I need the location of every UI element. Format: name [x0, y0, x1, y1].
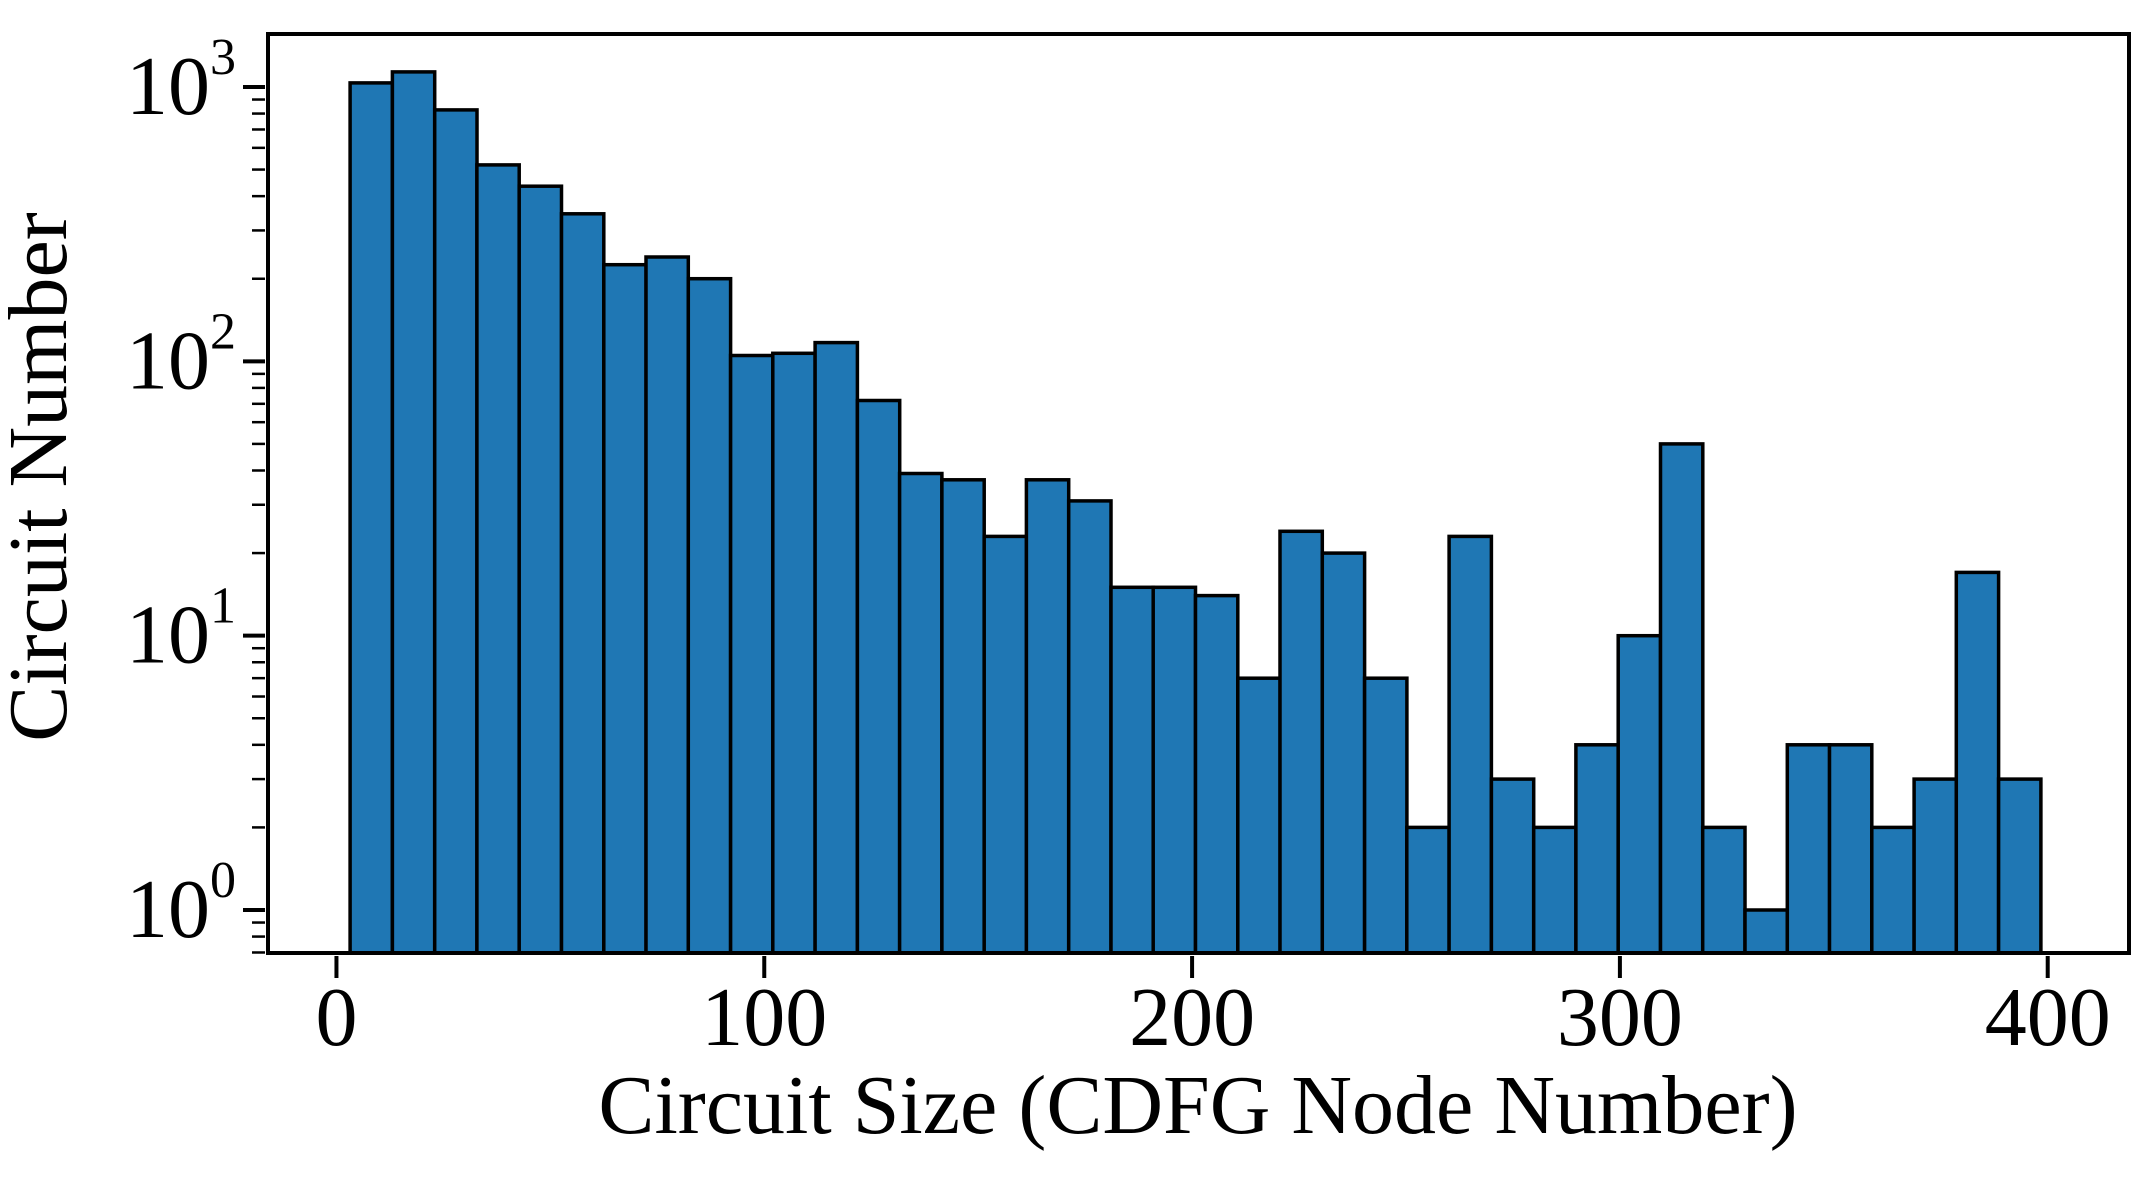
histogram-bar [432, 108, 479, 955]
histogram-bar [1447, 534, 1494, 955]
y-tick-label: 102 [126, 303, 236, 407]
histogram-bar [1954, 570, 2001, 955]
histogram-bar [728, 353, 775, 955]
histogram-bar [813, 340, 860, 955]
histogram-bar [1236, 676, 1282, 955]
plot-border [266, 32, 2131, 955]
x-tick-label: 400 [1985, 971, 2111, 1064]
x-axis-label: Circuit Size (CDFG Node Number) [598, 1059, 1797, 1152]
histogram-bar [1996, 777, 2043, 955]
histogram-bar [940, 478, 986, 955]
histogram-bar [1151, 585, 1198, 955]
histogram-bar [1066, 499, 1113, 955]
histogram-bar [1616, 633, 1663, 955]
histogram-bar [1658, 442, 1705, 955]
y-tick-label: 100 [126, 852, 236, 956]
histogram-bar [1320, 551, 1367, 955]
histogram-bar [1827, 743, 1874, 955]
histogram-bar [1743, 908, 1790, 955]
histogram-bar [1489, 777, 1536, 955]
histogram-bar [1405, 825, 1451, 955]
histogram-bar [855, 398, 902, 955]
histogram-bar [1531, 825, 1578, 955]
histogram-bar [771, 351, 817, 955]
x-tick-label: 200 [1129, 971, 1255, 1064]
histogram-bar [1700, 825, 1747, 955]
histogram-bar [348, 81, 395, 955]
histogram-bar [602, 262, 648, 955]
y-tick-label: 101 [126, 578, 236, 682]
histogram-bar [982, 534, 1029, 955]
x-tick-label: 0 [315, 971, 357, 1064]
histogram-bar [1193, 593, 1240, 955]
histogram-bar [517, 184, 564, 955]
bars-group [348, 70, 2043, 955]
x-tick-label: 300 [1557, 971, 1683, 1064]
y-axis-label: Circuit Number [0, 212, 85, 742]
histogram-bar [559, 212, 606, 955]
histogram-bar [1574, 743, 1620, 955]
x-tick-label: 100 [701, 971, 827, 1064]
histogram-bar [390, 70, 437, 955]
histogram-bar [644, 255, 691, 955]
histogram-bar [1362, 676, 1409, 955]
axes-group: 0 100 200 300 400 100 101 102 103 [126, 29, 2131, 1064]
histogram-bar [1278, 529, 1325, 955]
histogram-bar [1785, 743, 1832, 955]
histogram-bar [1109, 585, 1156, 955]
histogram-bar [475, 163, 521, 955]
histogram-bar [1870, 825, 1916, 955]
histogram-bar [1024, 478, 1071, 955]
y-tick-label: 103 [126, 29, 236, 133]
histogram-bar [897, 471, 944, 955]
histogram-bar [1912, 777, 1959, 955]
histogram-bar [686, 276, 733, 955]
